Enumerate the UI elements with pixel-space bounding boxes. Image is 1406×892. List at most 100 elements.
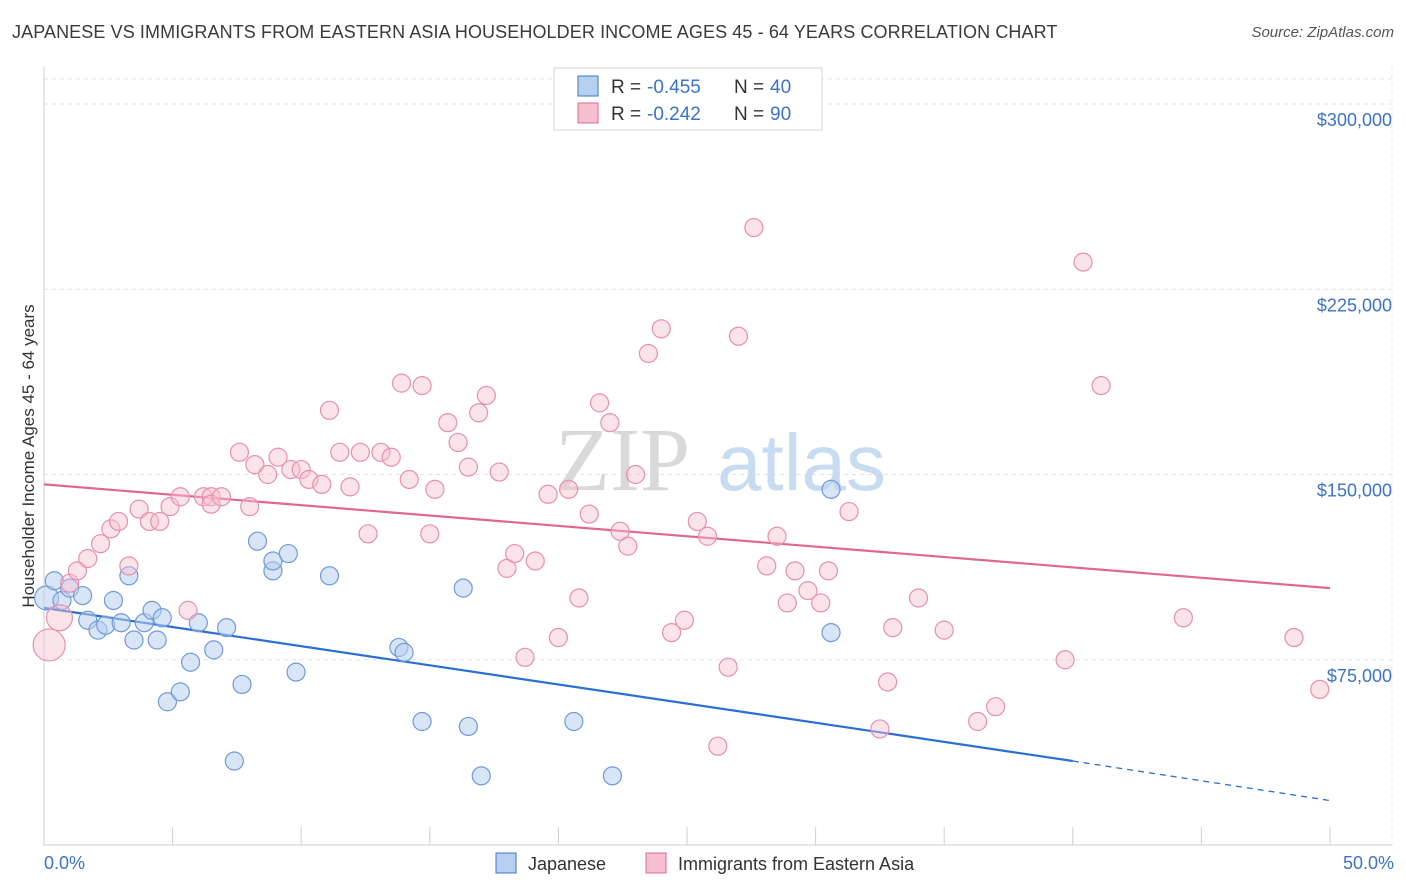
- point-japanese: [224, 751, 244, 771]
- point-immigrants: [340, 477, 360, 497]
- point-immigrants: [1073, 252, 1093, 272]
- axes: [43, 67, 1392, 846]
- point-japanese: [204, 640, 224, 660]
- point-immigrants: [934, 620, 954, 640]
- point-japanese: [44, 571, 64, 591]
- point-immigrants: [350, 442, 370, 462]
- point-immigrants: [559, 479, 579, 499]
- point-japanese: [217, 618, 237, 638]
- y-axis-label: Householder Income Ages 45 - 64 years: [19, 304, 38, 607]
- point-immigrants: [381, 447, 401, 467]
- point-japanese: [602, 766, 623, 786]
- point-immigrants: [258, 464, 278, 485]
- point-immigrants: [661, 622, 682, 643]
- point-immigrants: [458, 457, 478, 477]
- point-immigrants: [448, 432, 468, 453]
- point-japanese: [188, 613, 208, 633]
- legend-r-label-2: R =: [611, 104, 641, 125]
- point-japanese: [181, 652, 201, 672]
- point-japanese: [247, 531, 268, 551]
- point-immigrants: [1310, 679, 1330, 700]
- point-immigrants: [579, 504, 599, 524]
- point-immigrants: [728, 326, 749, 346]
- legend-r-value-1: -0.455: [647, 77, 701, 98]
- point-immigrants: [229, 442, 250, 462]
- point-immigrants: [525, 551, 545, 571]
- point-immigrants: [139, 511, 160, 532]
- point-immigrants: [757, 556, 777, 576]
- point-immigrants: [870, 719, 890, 739]
- x-tick-labels: 0.0% 50.0%: [44, 853, 1394, 873]
- point-japanese: [412, 711, 432, 732]
- point-immigrants: [45, 604, 74, 632]
- point-immigrants: [1091, 376, 1111, 396]
- point-immigrants: [839, 501, 859, 522]
- point-japanese: [263, 551, 283, 571]
- point-immigrants: [777, 593, 797, 613]
- point-immigrants: [371, 442, 391, 462]
- point-immigrants: [476, 385, 496, 406]
- y-tick-label: $225,000: [1317, 295, 1392, 315]
- point-immigrants: [569, 588, 589, 608]
- point-immigrants: [610, 521, 630, 541]
- point-immigrants: [245, 455, 265, 475]
- watermark-zip: ZIP: [555, 411, 690, 510]
- point-japanese: [152, 608, 172, 628]
- point-japanese: [319, 566, 340, 586]
- point-japanese: [471, 766, 491, 786]
- point-immigrants: [908, 588, 929, 608]
- point-immigrants: [538, 484, 558, 504]
- legend-n-value-2: 90: [770, 104, 791, 125]
- legend-r-value-2: -0.242: [647, 104, 701, 125]
- point-immigrants: [515, 647, 535, 667]
- point-immigrants: [618, 536, 638, 556]
- watermark-atlas: atlas: [717, 418, 886, 507]
- bottom-legend-japanese: Japanese: [528, 854, 606, 874]
- point-japanese: [286, 662, 306, 682]
- point-japanese: [170, 682, 190, 702]
- point-immigrants: [767, 526, 787, 546]
- point-immigrants: [291, 459, 311, 480]
- gridlines: [44, 67, 1393, 845]
- point-japanese: [458, 716, 478, 737]
- point-immigrants: [798, 581, 818, 601]
- point-immigrants: [268, 447, 288, 467]
- point-immigrants: [638, 343, 659, 364]
- point-immigrants: [1173, 608, 1193, 628]
- watermark: ZIP atlas: [555, 411, 886, 510]
- data-points: [32, 217, 1330, 786]
- point-immigrants: [651, 319, 671, 339]
- point-immigrants: [697, 526, 718, 546]
- trend-line-japanese: [43, 606, 1073, 763]
- point-immigrants: [150, 511, 170, 532]
- point-immigrants: [883, 618, 903, 638]
- point-immigrants: [281, 459, 301, 480]
- point-immigrants: [497, 558, 517, 578]
- point-immigrants: [674, 610, 695, 630]
- point-japanese: [564, 711, 584, 732]
- point-immigrants: [625, 464, 646, 485]
- point-immigrants: [811, 593, 831, 613]
- point-immigrants: [718, 657, 738, 677]
- point-immigrants: [1055, 650, 1075, 670]
- point-japanese: [72, 585, 93, 606]
- y-tick-labels: $75,000 $150,000 $225,000 $300,000: [1317, 110, 1392, 686]
- point-japanese: [103, 590, 124, 611]
- point-immigrants: [420, 524, 440, 544]
- trend-line-immigrants: [43, 483, 1331, 590]
- point-immigrants: [878, 672, 898, 692]
- point-immigrants: [548, 627, 569, 648]
- legend-swatch-japanese: [577, 75, 599, 97]
- point-japanese: [111, 613, 131, 633]
- point-japanese: [147, 630, 167, 650]
- point-immigrants: [178, 600, 198, 620]
- point-immigrants: [438, 413, 458, 433]
- point-immigrants: [469, 403, 489, 423]
- point-immigrants: [744, 217, 764, 238]
- point-immigrants: [330, 442, 350, 462]
- point-japanese: [453, 578, 473, 598]
- legend-n-value-1: 40: [770, 77, 791, 98]
- point-immigrants: [505, 543, 525, 564]
- x-tick-label-max: 50.0%: [1343, 853, 1394, 873]
